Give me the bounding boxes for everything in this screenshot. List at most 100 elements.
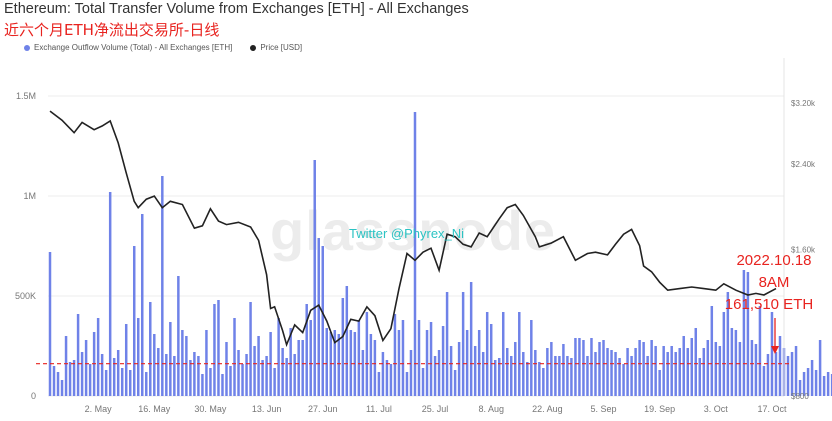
outflow-bar [706, 340, 710, 396]
outflow-bar [153, 334, 156, 396]
outflow-bar [526, 362, 529, 396]
outflow-bar [501, 312, 505, 396]
outflow-bar [52, 366, 56, 396]
outflow-bar [68, 362, 72, 396]
outflow-bar [650, 340, 653, 396]
outflow-bar [530, 320, 533, 396]
annotation-value: 161,510 ETH [725, 296, 813, 313]
legend-outflow-swatch [24, 44, 30, 51]
outflow-bar [602, 340, 605, 396]
outflow-bar [554, 356, 557, 396]
outflow-bar [718, 346, 722, 396]
x-tick-label: 27. Jun [308, 404, 338, 414]
outflow-bar [690, 338, 693, 396]
outflow-bar [161, 176, 164, 396]
outflow-bar [72, 360, 76, 396]
outflow-bar [145, 372, 148, 396]
x-tick-label: 5. Sep [590, 404, 616, 414]
outflow-bar [497, 358, 501, 396]
outflow-bar [594, 352, 597, 396]
outflow-bar [361, 350, 365, 396]
outflow-bar [506, 348, 509, 396]
outflow-bar [570, 358, 573, 396]
outflow-bar [806, 368, 810, 396]
outflow-bar [714, 342, 718, 396]
outflow-bar [734, 330, 738, 396]
outflow-bar [630, 356, 633, 396]
outflow-bar [313, 160, 316, 396]
outflow-bar [662, 346, 665, 396]
outflow-bar [770, 312, 774, 396]
x-tick-label: 17. Oct [757, 404, 787, 414]
outflow-bar [96, 318, 100, 396]
outflow-bar [618, 358, 621, 396]
outflow-bar [377, 372, 381, 396]
outflow-bar [485, 312, 489, 396]
outflow-bar [814, 370, 818, 396]
outflow-bar [786, 356, 790, 396]
outflow-bar [413, 112, 417, 396]
outflow-bar [108, 192, 112, 396]
outflow-bar [574, 338, 577, 396]
y-left-tick-label: 0 [31, 391, 36, 401]
outflow-bar [249, 302, 252, 396]
outflow-bar [333, 330, 337, 396]
outflow-bar [80, 352, 84, 396]
outflow-bar [566, 356, 569, 396]
outflow-bar [710, 306, 714, 396]
outflow-bar [205, 330, 208, 396]
outflow-bar [317, 238, 320, 396]
x-tick-label: 22. Aug [532, 404, 563, 414]
outflow-bar [189, 360, 192, 396]
outflow-bar [373, 340, 377, 396]
outflow-bar [193, 352, 196, 396]
outflow-bar [401, 320, 405, 396]
outflow-bar [305, 304, 308, 396]
legend-outflow-label: Exchange Outflow Volume (Total) - All Ex… [34, 43, 233, 52]
outflow-bar [762, 366, 766, 396]
x-tick-label: 2. May [85, 404, 113, 414]
chart-legend: Exchange Outflow Volume (Total) - All Ex… [24, 43, 302, 52]
y-right-tick-label: $1.60k [791, 246, 816, 255]
outflow-bar [818, 340, 822, 396]
outflow-bar [730, 328, 734, 396]
outflow-bar [421, 368, 425, 396]
outflow-bar [598, 342, 601, 396]
outflow-bar [550, 342, 553, 396]
outflow-bar [341, 298, 345, 396]
outflow-bar [325, 328, 328, 396]
x-tick-label: 25. Jul [422, 404, 449, 414]
outflow-bar [337, 334, 341, 396]
annotation-time: 8AM [759, 274, 790, 291]
y-right-tick-label: $3.20k [791, 99, 816, 108]
outflow-bar [586, 356, 589, 396]
outflow-bar [149, 302, 152, 396]
outflow-bar [433, 356, 437, 396]
legend-item-price[interactable]: Price [USD] [250, 43, 302, 52]
outflow-bar [185, 336, 188, 396]
outflow-bar [798, 380, 802, 396]
outflow-bar [686, 348, 689, 396]
twitter-handle: Twitter @Phyrex_Ni [349, 226, 464, 241]
outflow-bar [538, 362, 541, 396]
outflow-bar [774, 352, 778, 396]
outflow-bar [582, 340, 585, 396]
outflow-bar [357, 320, 361, 396]
outflow-bar [481, 352, 485, 396]
outflow-bar [229, 366, 232, 396]
y-right-tick-label: $2.40k [791, 160, 816, 169]
legend-item-outflow[interactable]: Exchange Outflow Volume (Total) - All Ex… [24, 43, 232, 52]
outflow-bar [750, 340, 754, 396]
outflow-bar [666, 352, 669, 396]
outflow-bar [389, 364, 393, 396]
outflow-bar [197, 356, 200, 396]
y-right-tick-label: $800 [791, 392, 809, 401]
outflow-bar [365, 312, 369, 396]
outflow-bar [169, 322, 172, 396]
outflow-bar [225, 342, 228, 396]
outflow-bar [658, 370, 661, 396]
outflow-bar [626, 348, 629, 396]
outflow-bar [754, 344, 758, 396]
outflow-bar [678, 348, 681, 396]
outflow-bar [381, 352, 385, 396]
